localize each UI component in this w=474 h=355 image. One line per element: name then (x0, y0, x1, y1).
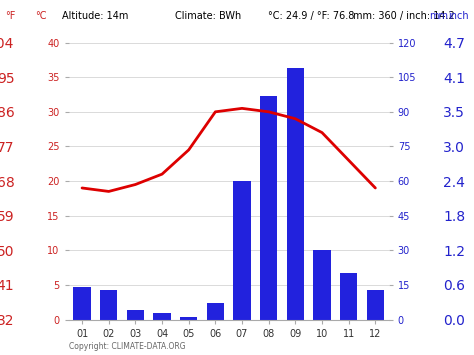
Text: °C: °C (36, 11, 47, 21)
Bar (180, 317, 197, 320)
Bar (207, 303, 224, 320)
Bar (367, 290, 384, 320)
Text: °C: 24.9 / °F: 76.8: °C: 24.9 / °F: 76.8 (268, 11, 354, 21)
Text: Altitude: 14m: Altitude: 14m (62, 11, 128, 21)
Bar (73, 287, 91, 320)
Text: °F: °F (5, 11, 15, 21)
Text: mm: 360 / inch: 14.2: mm: 360 / inch: 14.2 (353, 11, 455, 21)
Bar (313, 250, 331, 320)
Text: Copyright: CLIMATE-DATA.ORG: Copyright: CLIMATE-DATA.ORG (69, 342, 185, 351)
Text: mm: mm (429, 11, 448, 21)
Bar (100, 290, 118, 320)
Bar (233, 181, 251, 320)
Text: Climate: BWh: Climate: BWh (175, 11, 242, 21)
Text: inch: inch (448, 11, 469, 21)
Bar (154, 312, 171, 320)
Bar (260, 95, 277, 320)
Bar (287, 68, 304, 320)
Bar (127, 310, 144, 320)
Bar (340, 273, 357, 320)
